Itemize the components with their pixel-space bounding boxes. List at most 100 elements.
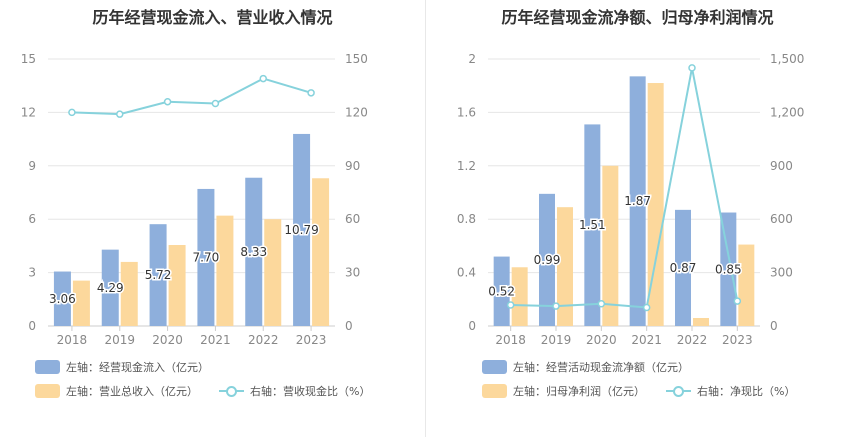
x-axis-tick-label: 2018 [57,333,88,347]
bar-series-2 [738,244,755,326]
line-point [506,301,515,309]
line-point [597,300,606,308]
line-point [307,89,315,97]
right-axis-tick-label: 300 [770,266,793,280]
chart-plot-cash-inflow: 0 0 3 30 6 60 9 90 12 120 15 150 2018 2019 2020 2021 202… [21,52,368,347]
data-label: 1.87 [624,194,651,208]
x-axis-tick-label: 2019 [104,333,135,347]
bar-series-1 [493,256,510,326]
bar-series-2 [168,245,186,326]
bar-series-2 [511,267,528,326]
x-axis-tick-label: 2020 [152,333,183,347]
legend-swatch-bar [482,384,507,398]
data-label: 8.33 [240,245,267,259]
x-axis-tick-label: 2019 [541,333,572,347]
right-axis-tick-label: 90 [345,159,360,173]
left-axis-tick-label: 1.6 [457,105,476,119]
x-axis-tick-label: 2022 [248,333,279,347]
bar-series-2 [602,165,619,326]
line-point [688,64,696,72]
left-axis-tick-label: 0.4 [457,266,476,280]
line-series-3 [510,67,739,309]
bar-series-1 [245,177,263,326]
right-axis-tick-label: 900 [770,159,793,173]
data-label: 7.70 [193,250,220,264]
x-axis-tick-label: 2023 [722,333,753,347]
data-label: 4.29 [97,281,124,295]
x-axis-tick-label: 2021 [631,333,662,347]
left-axis-tick-label: 6 [28,212,36,226]
bar-series-1 [720,212,737,326]
x-axis-tick-label: 2018 [495,333,526,347]
right-axis-tick-label: 1,500 [770,52,804,66]
bar-series-1 [675,209,691,326]
left-axis-tick-label: 0 [468,319,476,333]
legend-label: 左轴：归母净利润（亿元） [513,385,645,398]
chart-plot-net-cash: 0 0 0.4 300 0.8 600 1.2 900 1.6 1,200 2 1,500 2018 20… [457,52,804,347]
legend-label: 右轴：营收现金比（%） [250,385,371,398]
x-axis-tick-label: 2023 [296,333,327,347]
right-axis-tick-label: 0 [345,319,353,333]
line-point [68,108,76,117]
left-axis-tick-label: 0 [28,319,36,333]
line-point [733,297,742,305]
line-point [116,110,124,118]
chart-title: 历年经营现金流入、营业收入情况 [92,8,333,27]
legend-swatch-line [219,384,244,398]
bar-series-1 [293,133,311,326]
legend-item-net-cash-ratio[interactable]: 右轴：净现比（%） [666,383,795,399]
left-axis-tick-label: 12 [21,105,36,119]
legend-item-revenue[interactable]: 左轴：营业总收入（亿元） [35,383,198,399]
legend-swatch-line [666,384,691,398]
line-series-3 [71,77,312,116]
legend-swatch-bar [35,384,60,398]
right-axis-tick-label: 30 [345,266,360,280]
data-label: 0.99 [534,253,561,267]
right-axis-tick-label: 120 [345,105,368,119]
bar-series-1 [629,76,646,326]
bar-series-2 [647,83,664,326]
bar-series-2 [120,261,138,326]
legend-item-revenue-cash-ratio[interactable]: 右轴：营收现金比（%） [219,383,370,399]
bar-series-1 [197,188,215,326]
bar-series-2 [312,178,330,326]
bar-series-2 [264,219,282,326]
left-axis-tick-label: 1.2 [457,159,476,173]
right-axis-tick-label: 600 [770,212,793,226]
left-axis-tick-label: 3 [28,266,36,280]
bar-series-2 [216,215,234,326]
legend-label: 左轴：经营现金流入（亿元） [66,361,209,374]
right-axis-tick-label: 0 [770,319,778,333]
bar-series-1 [584,124,601,326]
bar-series-1 [101,249,119,326]
panel-divider [425,0,426,437]
chart-panel-cash-inflow: 历年经营现金流入、营业收入情况 0 0 3 30 6 60 9 90 12 120 15 150 201… [21,8,370,399]
left-axis-tick-label: 15 [21,52,36,66]
line-point [552,302,560,310]
line-point [211,99,220,108]
data-label: 0.85 [715,262,742,276]
data-label: 1.51 [579,218,606,232]
data-label: 0.87 [670,261,697,275]
bar-series-1 [53,271,71,326]
right-axis-tick-label: 60 [345,212,360,226]
left-axis-tick-label: 2 [468,52,476,66]
data-label: 10.79 [284,223,318,237]
bar-series-2 [72,280,90,326]
legend-label: 左轴：营业总收入（亿元） [66,385,198,398]
bar-series-1 [149,224,167,326]
right-axis-tick-label: 150 [345,52,368,66]
legend-swatch-bar [482,360,507,374]
legend-item-net-cash-flow[interactable]: 左轴：经营活动现金流净额（亿元） [482,359,689,375]
left-axis-tick-label: 9 [28,159,36,173]
legend-item-net-profit[interactable]: 左轴：归母净利润（亿元） [482,383,645,399]
legend-label: 右轴：净现比（%） [697,385,796,398]
legend-item-cash-inflow[interactable]: 左轴：经营现金流入（亿元） [35,359,209,375]
x-axis-tick-label: 2021 [200,333,231,347]
x-axis-tick-label: 2020 [586,333,617,347]
bar-series-2 [693,317,709,326]
line-point [163,97,172,106]
chart-title: 历年经营现金流净额、归母净利润情况 [501,8,774,27]
x-axis-tick-label: 2022 [677,333,708,347]
bar-series-2 [557,207,573,326]
